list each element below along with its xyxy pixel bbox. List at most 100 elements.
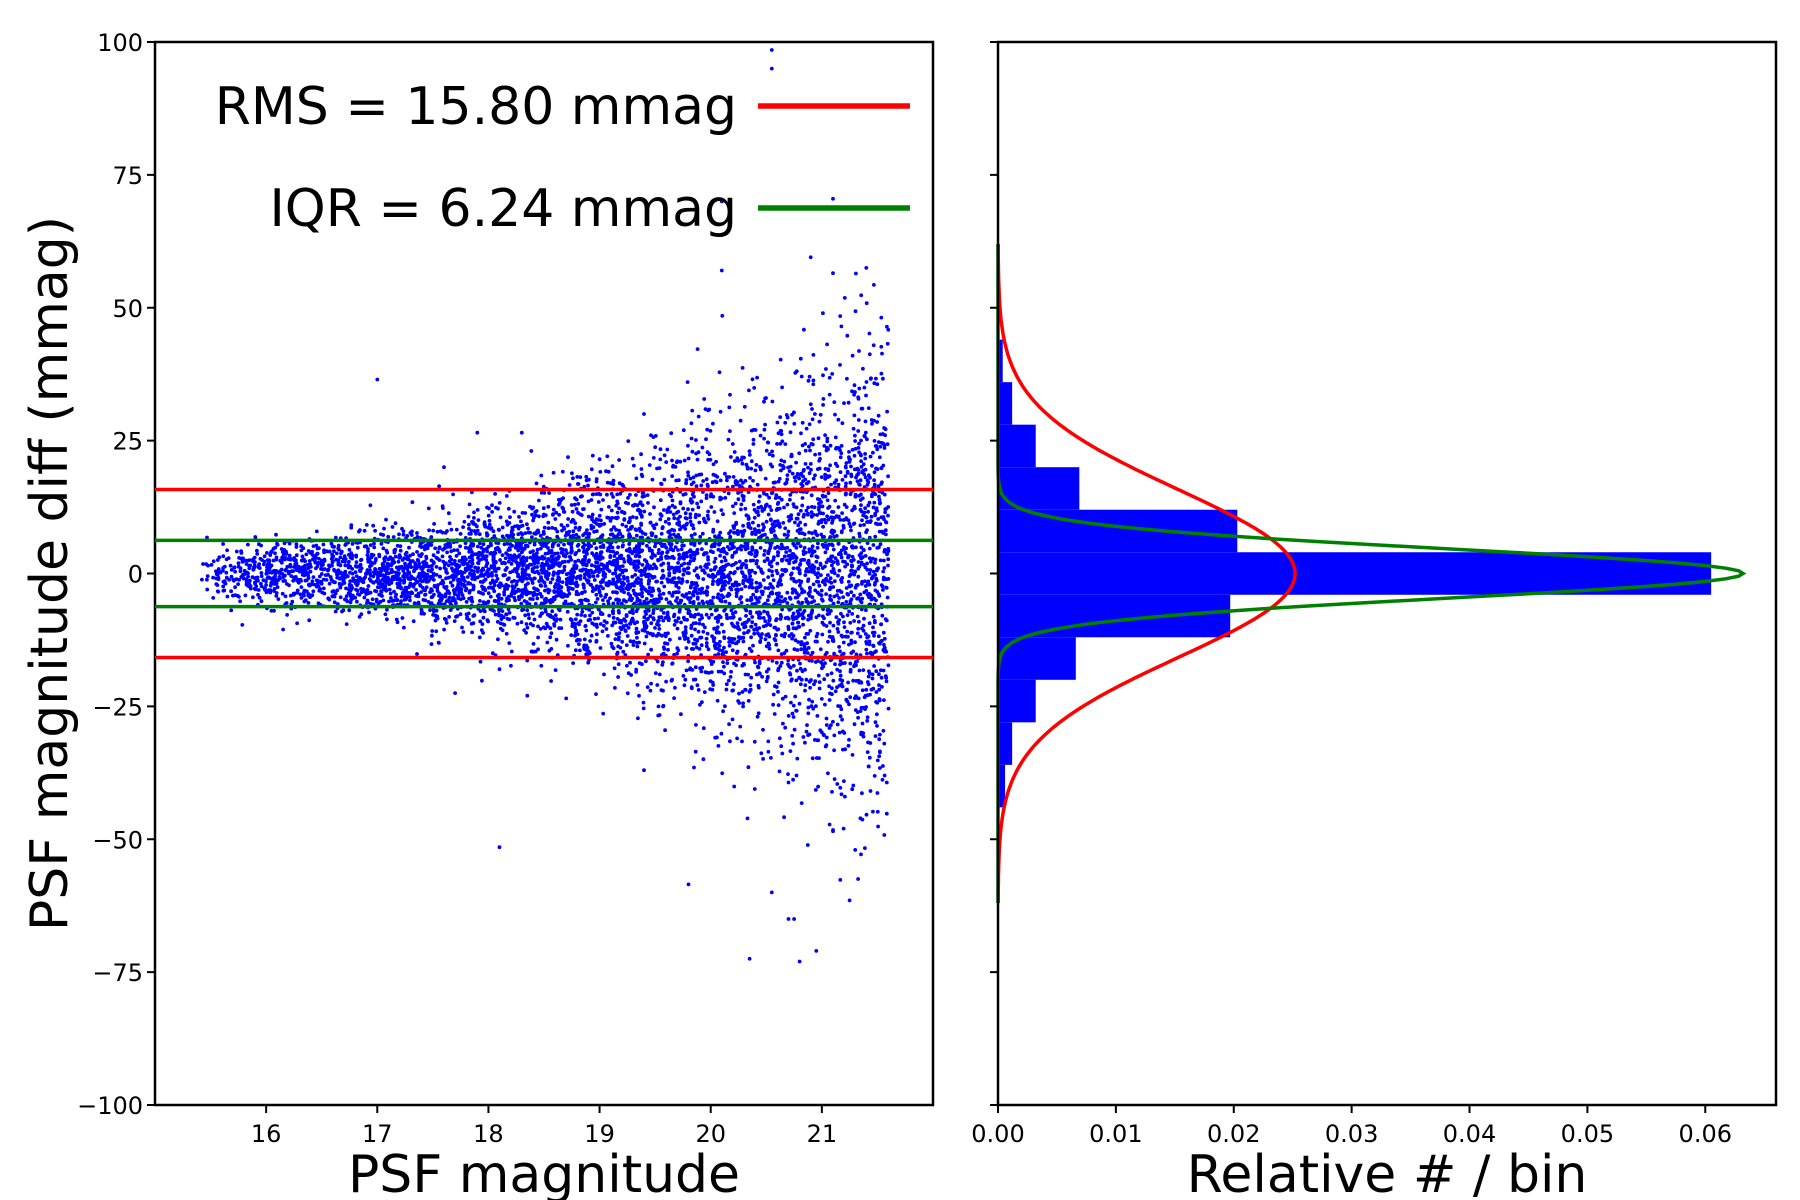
scatter-point xyxy=(801,552,806,556)
scatter-point xyxy=(710,602,715,606)
scatter-point xyxy=(653,626,657,630)
scatter-point xyxy=(814,554,819,559)
scatter-point xyxy=(859,459,863,463)
scatter-point xyxy=(696,505,701,510)
scatter-point xyxy=(234,549,239,554)
scatter-point xyxy=(776,648,781,653)
scatter-point xyxy=(838,785,843,790)
scatter-point xyxy=(744,620,749,624)
scatter-point xyxy=(628,610,632,615)
scatter-point xyxy=(856,395,861,400)
scatter-point xyxy=(452,619,457,623)
scatter-point xyxy=(774,633,778,638)
scatter-point xyxy=(442,565,447,570)
scatter-point xyxy=(742,631,746,636)
scatter-point xyxy=(549,647,554,651)
scatter-point xyxy=(802,545,807,550)
scatter-point xyxy=(686,456,691,461)
scatter-point xyxy=(561,496,565,501)
scatter-point xyxy=(415,550,419,554)
scatter-point xyxy=(800,669,805,674)
scatter-point xyxy=(841,826,846,831)
scatter-point xyxy=(764,679,769,684)
scatter-point xyxy=(842,296,847,300)
scatter-point xyxy=(676,616,681,621)
scatter-point xyxy=(805,651,810,655)
scatter-point xyxy=(861,462,866,467)
scatter-point xyxy=(563,599,568,604)
scatter-point xyxy=(713,608,718,613)
scatter-point xyxy=(621,543,625,547)
scatter-point xyxy=(362,595,367,600)
scatter-point xyxy=(804,426,809,431)
scatter-point xyxy=(284,601,289,605)
scatter-point xyxy=(823,477,828,481)
scatter-point xyxy=(741,704,745,709)
scatter-point xyxy=(785,590,790,595)
scatter-point xyxy=(684,592,689,597)
scatter-point xyxy=(807,374,812,379)
scatter-point xyxy=(727,643,732,648)
scatter-point xyxy=(828,558,832,563)
scatter-point xyxy=(473,577,477,582)
scatter-point xyxy=(269,550,273,555)
scatter-point xyxy=(827,629,832,634)
scatter-point xyxy=(613,686,617,690)
scatter-point xyxy=(305,562,310,567)
scatter-point xyxy=(478,580,483,584)
scatter-point xyxy=(850,447,855,452)
scatter-point xyxy=(698,591,703,595)
scatter-point xyxy=(366,584,371,588)
scatter-point xyxy=(834,534,839,538)
scatter-point xyxy=(486,571,490,575)
scatter-point xyxy=(607,516,611,520)
scatter-point xyxy=(762,549,767,553)
scatter-point xyxy=(686,443,690,448)
scatter-point xyxy=(428,608,432,612)
scatter-point xyxy=(541,625,546,630)
scatter-point xyxy=(273,545,278,550)
scatter-point xyxy=(723,704,727,709)
scatter-point xyxy=(697,621,702,626)
scatter-point xyxy=(665,616,670,620)
scatter-point xyxy=(343,563,348,568)
scatter-point xyxy=(685,380,690,384)
scatter-point xyxy=(720,586,725,591)
scatter-point xyxy=(808,685,812,690)
scatter-point xyxy=(767,618,772,622)
scatter-point xyxy=(640,590,644,595)
scatter-point xyxy=(855,479,860,484)
scatter-point xyxy=(819,573,823,577)
scatter-point xyxy=(774,660,779,665)
scatter-point xyxy=(811,476,816,481)
scatter-point xyxy=(886,557,891,562)
scatter-point xyxy=(737,582,741,587)
scatter-point xyxy=(344,622,349,626)
scatter-point xyxy=(404,550,409,555)
scatter-point xyxy=(701,726,706,731)
scatter-point xyxy=(799,508,803,513)
scatter-point xyxy=(880,432,885,436)
scatter-point xyxy=(384,580,389,585)
scatter-point xyxy=(737,691,741,696)
scatter-point xyxy=(813,788,818,792)
scatter-point xyxy=(339,549,344,554)
scatter-point xyxy=(802,512,806,517)
scatter-point xyxy=(710,582,715,586)
scatter-point xyxy=(877,672,881,677)
scatter-point xyxy=(727,405,732,410)
scatter-point xyxy=(726,437,731,442)
scatter-point xyxy=(513,598,517,603)
scatter-point xyxy=(649,593,654,598)
scatter-point xyxy=(757,615,761,620)
scatter-point xyxy=(879,440,884,445)
scatter-point xyxy=(839,555,844,560)
scatter-point xyxy=(846,743,851,748)
scatter-point xyxy=(504,551,508,556)
scatter-point xyxy=(857,349,861,353)
scatter-point xyxy=(582,637,587,642)
scatter-point xyxy=(287,553,292,558)
scatter-point xyxy=(799,431,803,436)
scatter-point xyxy=(590,512,595,517)
scatter-point xyxy=(672,696,676,700)
